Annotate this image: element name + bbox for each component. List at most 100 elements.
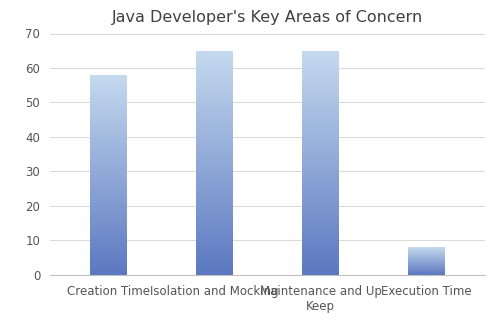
Bar [196, 99, 233, 100]
Bar [302, 108, 339, 109]
Bar [90, 172, 127, 173]
Bar [90, 174, 127, 175]
Bar [302, 197, 339, 198]
Bar [90, 94, 127, 95]
Bar [90, 147, 127, 148]
Bar [302, 219, 339, 220]
Bar [302, 229, 339, 230]
Bar [302, 251, 339, 252]
Bar [196, 199, 233, 200]
Bar [90, 195, 127, 196]
Bar [196, 247, 233, 248]
Bar [302, 112, 339, 113]
Bar [90, 221, 127, 222]
Bar [90, 270, 127, 271]
Bar [90, 230, 127, 231]
Bar [196, 58, 233, 59]
Bar [196, 150, 233, 151]
Bar [196, 54, 233, 55]
Bar [90, 162, 127, 163]
Bar [196, 167, 233, 168]
Bar [90, 252, 127, 253]
Bar [196, 121, 233, 122]
Bar [302, 171, 339, 172]
Bar [302, 91, 339, 92]
Bar [302, 173, 339, 174]
Bar [302, 58, 339, 59]
Bar [302, 135, 339, 136]
Bar [196, 171, 233, 172]
Bar [196, 191, 233, 192]
Bar [90, 77, 127, 78]
Bar [90, 203, 127, 204]
Bar [196, 235, 233, 236]
Bar [196, 205, 233, 206]
Bar [302, 153, 339, 154]
Bar [90, 178, 127, 179]
Bar [90, 273, 127, 274]
Bar [302, 258, 339, 259]
Bar [196, 67, 233, 68]
Bar [90, 246, 127, 247]
Bar [90, 218, 127, 219]
Bar [302, 269, 339, 270]
Bar [90, 157, 127, 158]
Bar [302, 60, 339, 61]
Bar [302, 186, 339, 187]
Bar [90, 137, 127, 138]
Bar [196, 93, 233, 94]
Bar [196, 181, 233, 182]
Bar [302, 125, 339, 126]
Bar [196, 259, 233, 260]
Bar [196, 52, 233, 53]
Bar [90, 85, 127, 86]
Bar [196, 115, 233, 116]
Bar [302, 266, 339, 267]
Bar [90, 260, 127, 261]
Bar [196, 158, 233, 159]
Bar [302, 158, 339, 159]
Bar [196, 101, 233, 102]
Bar [302, 227, 339, 228]
Bar [196, 226, 233, 227]
Bar [302, 211, 339, 212]
Bar [90, 159, 127, 160]
Bar [302, 253, 339, 254]
Bar [90, 269, 127, 270]
Bar [302, 147, 339, 148]
Bar [196, 70, 233, 71]
Bar [196, 238, 233, 239]
Bar [90, 160, 127, 161]
Bar [196, 166, 233, 167]
Bar [196, 102, 233, 103]
Bar [90, 238, 127, 239]
Bar [302, 61, 339, 62]
Bar [302, 247, 339, 248]
Bar [90, 87, 127, 88]
Bar [302, 133, 339, 134]
Bar [196, 200, 233, 201]
Bar [90, 97, 127, 98]
Bar [90, 192, 127, 193]
Bar [196, 159, 233, 160]
Bar [196, 183, 233, 184]
Bar [196, 272, 233, 273]
Bar [90, 255, 127, 256]
Bar [90, 171, 127, 172]
Bar [302, 159, 339, 160]
Bar [196, 209, 233, 210]
Bar [90, 245, 127, 246]
Bar [196, 88, 233, 89]
Bar [302, 268, 339, 269]
Bar [196, 237, 233, 238]
Bar [302, 119, 339, 120]
Bar [196, 98, 233, 99]
Bar [302, 129, 339, 130]
Bar [90, 263, 127, 264]
Bar [90, 179, 127, 180]
Bar [302, 166, 339, 167]
Bar [302, 100, 339, 101]
Bar [302, 209, 339, 210]
Bar [302, 231, 339, 232]
Bar [90, 243, 127, 244]
